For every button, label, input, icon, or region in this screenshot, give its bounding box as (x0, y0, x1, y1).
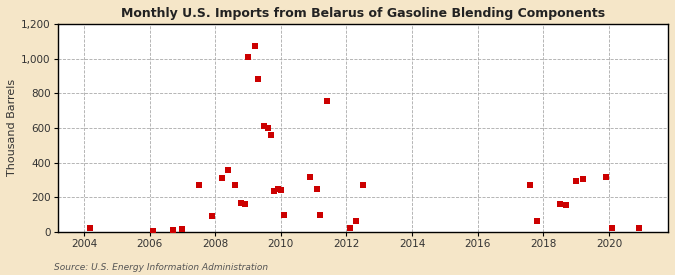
Point (269, 189, 279, 193)
Point (147, 229, 158, 233)
Point (194, 183, 205, 187)
Point (358, 183, 369, 187)
Point (554, 202, 565, 206)
Y-axis label: Thousand Barrels: Thousand Barrels (7, 79, 17, 177)
Point (633, 225, 644, 230)
Title: Monthly U.S. Imports from Belarus of Gasoline Blending Components: Monthly U.S. Imports from Belarus of Gas… (121, 7, 605, 20)
Point (223, 168, 234, 172)
Point (217, 176, 227, 180)
Point (259, 124, 270, 128)
Point (85, 225, 96, 230)
Point (279, 212, 290, 217)
Text: Source: U.S. Energy Information Administration: Source: U.S. Energy Information Administ… (54, 263, 268, 272)
Point (240, 202, 250, 206)
Point (263, 126, 273, 130)
Point (351, 218, 362, 223)
Point (177, 227, 188, 232)
Point (607, 226, 618, 231)
Point (577, 177, 588, 181)
Point (305, 175, 316, 180)
Point (531, 218, 542, 223)
Point (321, 99, 332, 103)
Point (525, 183, 536, 187)
Point (344, 226, 355, 231)
Point (312, 187, 323, 192)
Point (230, 183, 240, 187)
Point (561, 203, 572, 207)
Point (265, 133, 276, 137)
Point (236, 201, 247, 205)
Point (275, 188, 286, 192)
Point (600, 175, 611, 180)
Point (571, 178, 582, 183)
Point (272, 187, 283, 192)
Point (242, 55, 253, 59)
Point (167, 228, 178, 232)
Point (249, 43, 260, 48)
Point (207, 214, 217, 218)
Point (315, 212, 325, 217)
Point (252, 77, 263, 82)
